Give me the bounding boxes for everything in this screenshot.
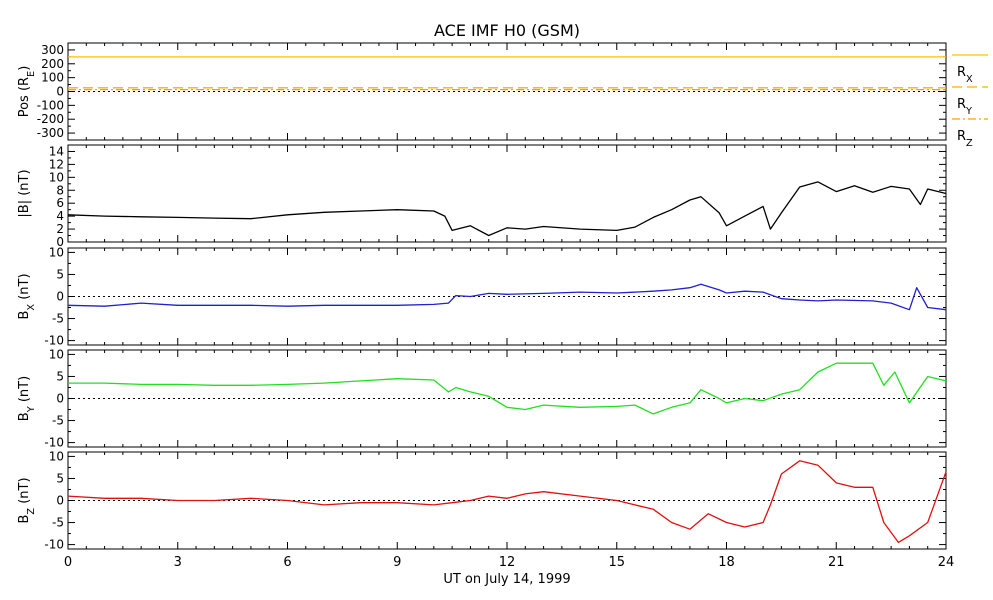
y-tick-label: 0: [56, 85, 64, 99]
legend-label: RZ: [957, 129, 973, 149]
y-tick-label: -5: [52, 312, 64, 326]
y-tick-label: -100: [37, 98, 64, 112]
y-tick-label: 10: [49, 170, 64, 184]
y-tick-label: 300: [41, 43, 64, 57]
y-tick-label: 0: [56, 392, 64, 406]
y-tick-label: 10: [49, 347, 64, 361]
x-tick-labels: 0 3 6 9 12 15 18 21 24: [64, 555, 954, 570]
x-tick-label: 9: [393, 555, 401, 570]
y-tick-label: 6: [56, 196, 64, 210]
series-line-data: [67, 283, 947, 311]
y-tick-label: 12: [49, 157, 64, 171]
y-tick-label: 8: [56, 183, 64, 197]
chart-title: ACE IMF H0 (GSM): [434, 21, 580, 40]
legend-label: RX: [957, 65, 973, 85]
y-axis-label: |B| (nT): [17, 169, 32, 217]
x-tick-label: 3: [174, 555, 182, 570]
x-tick-label: 24: [938, 555, 955, 570]
x-axis-label: UT on July 14, 1999: [443, 572, 570, 587]
y-axis-label: BZ (nT): [17, 477, 37, 523]
y-tick-label: -10: [44, 436, 64, 450]
legend-label: RY: [957, 97, 972, 117]
x-tick-label: 12: [499, 555, 516, 570]
y-tick-label: 5: [56, 267, 64, 281]
panel-5: 10 5 0 -5 -10 BZ (nT): [17, 449, 947, 552]
x-tick-label: 0: [64, 555, 72, 570]
series-line-data: [67, 181, 947, 237]
y-tick-label: 2: [56, 222, 64, 236]
y-tick-label: -5: [52, 414, 64, 428]
x-tick-label: 6: [283, 555, 291, 570]
y-tick-label: -5: [52, 516, 64, 530]
y-tick-label: 14: [49, 144, 64, 158]
y-axis-label: Pos (RE): [17, 66, 37, 118]
y-tick-label: 100: [41, 71, 64, 85]
y-tick-label: 0: [56, 494, 64, 508]
x-tick-label: 15: [608, 555, 625, 570]
x-tick-label: 18: [718, 555, 735, 570]
series-line-data: [67, 460, 947, 544]
y-tick-label: -10: [44, 334, 64, 348]
panel-3: 10 5 0 -5 -10 BX (nT): [17, 245, 947, 348]
y-tick-label: 5: [56, 471, 64, 485]
y-tick-label: 200: [41, 57, 64, 71]
series-line-data: [68, 362, 947, 415]
y-tick-label: 4: [56, 209, 64, 223]
y-tick-label: 10: [49, 449, 64, 463]
y-tick-label: -10: [44, 538, 64, 552]
x-tick-label: 21: [828, 555, 845, 570]
y-tick-label: 0: [56, 290, 64, 304]
y-tick-label: 5: [56, 369, 64, 383]
y-tick-label: -200: [37, 112, 64, 126]
y-axis-label: BY (nT): [17, 376, 37, 421]
y-tick-label: 0: [56, 235, 64, 249]
y-tick-label: 10: [49, 245, 64, 259]
y-tick-label: -300: [37, 126, 64, 140]
panel-4: 10 5 0 -5 -10 BY (nT): [17, 347, 947, 450]
y-axis-label: BX (nT): [17, 273, 37, 319]
